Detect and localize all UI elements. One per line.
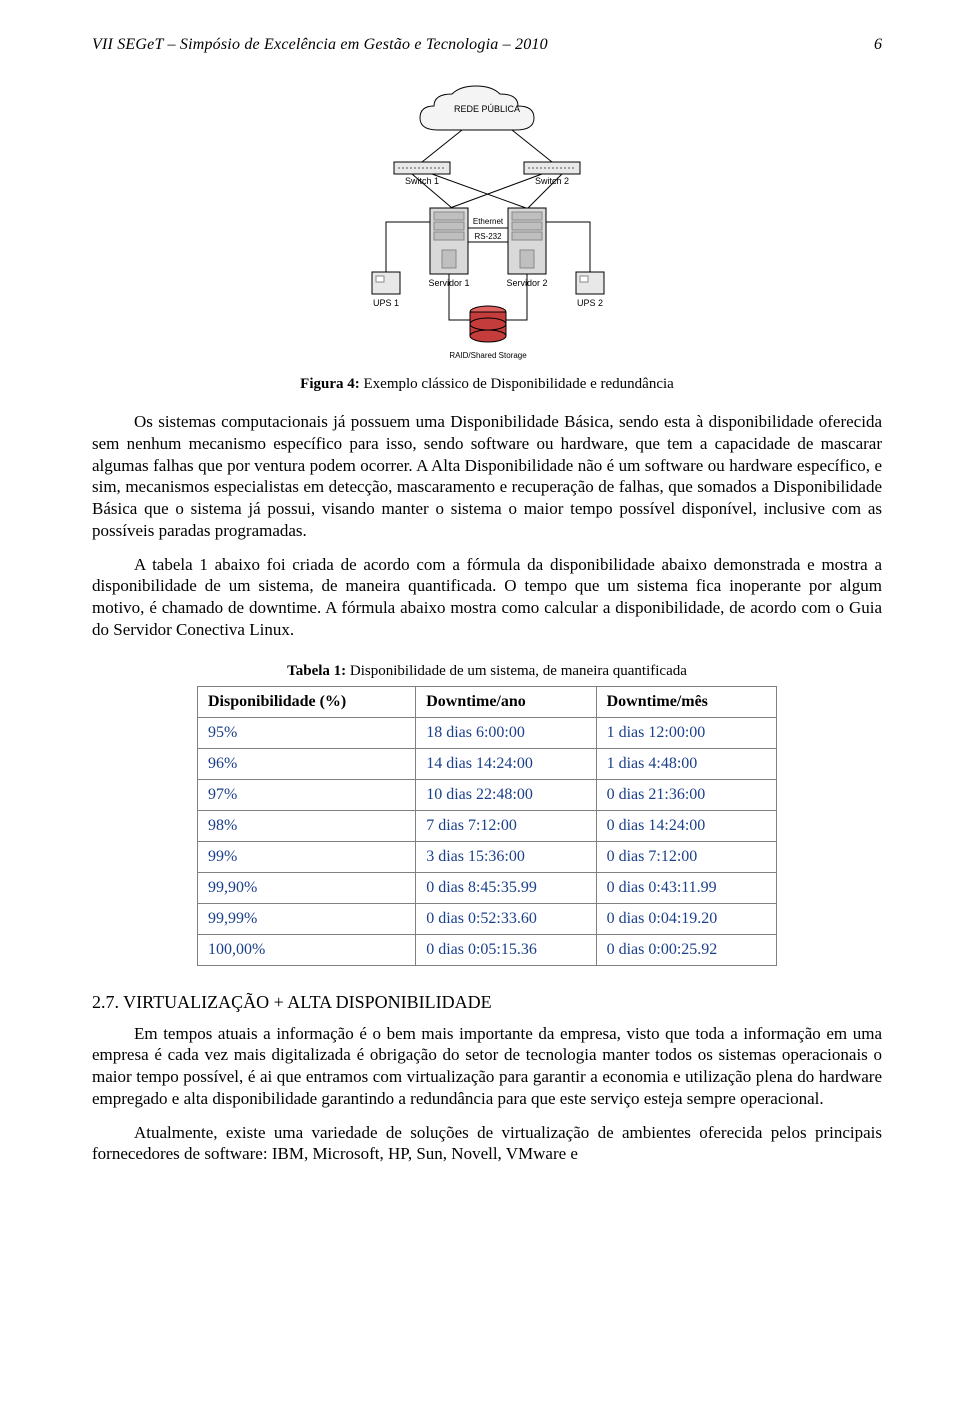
table-row: 95%18 dias 6:00:001 dias 12:00:00: [198, 717, 777, 748]
ups1-icon: UPS 1: [372, 272, 400, 308]
table-cell: 0 dias 14:24:00: [596, 810, 776, 841]
table-cell: 96%: [198, 748, 416, 779]
table-cell: 1 dias 4:48:00: [596, 748, 776, 779]
table-row: 97%10 dias 22:48:000 dias 21:36:00: [198, 779, 777, 810]
switch1-label: Switch 1: [405, 176, 439, 186]
table-header-cell: Downtime/ano: [416, 686, 596, 717]
table-header-cell: Disponibilidade (%): [198, 686, 416, 717]
table-cell: 7 dias 7:12:00: [416, 810, 596, 841]
paragraph-4: Atualmente, existe uma variedade de solu…: [92, 1122, 882, 1166]
table-row: 98%7 dias 7:12:000 dias 14:24:00: [198, 810, 777, 841]
cloud-label: REDE PÚBLICA: [454, 104, 520, 114]
table-cell: 0 dias 21:36:00: [596, 779, 776, 810]
table-cell: 100,00%: [198, 934, 416, 965]
ups1-label: UPS 1: [373, 298, 399, 308]
table-caption-text: Disponibilidade de um sistema, de maneir…: [346, 663, 687, 679]
table-cell: 0 dias 0:04:19.20: [596, 903, 776, 934]
figure-caption-text: Exemplo clássico de Disponibilidade e re…: [360, 376, 674, 392]
table-cell: 0 dias 0:43:11.99: [596, 872, 776, 903]
section-heading: 2.7. VIRTUALIZAÇÃO + ALTA DISPONIBILIDAD…: [92, 992, 882, 1013]
paragraph-1: Os sistemas computacionais já possuem um…: [92, 411, 882, 542]
table-cell: 1 dias 12:00:00: [596, 717, 776, 748]
table-row: 99%3 dias 15:36:000 dias 7:12:00: [198, 841, 777, 872]
storage-icon: RAID/Shared Storage: [449, 306, 527, 360]
cloud-icon: REDE PÚBLICA: [420, 86, 534, 130]
availability-table: Disponibilidade (%) Downtime/ano Downtim…: [197, 686, 777, 966]
table-row: 96%14 dias 14:24:001 dias 4:48:00: [198, 748, 777, 779]
table-header-row: Disponibilidade (%) Downtime/ano Downtim…: [198, 686, 777, 717]
ups2-label: UPS 2: [577, 298, 603, 308]
table-cell: 0 dias 0:52:33.60: [416, 903, 596, 934]
table-cell: 3 dias 15:36:00: [416, 841, 596, 872]
table-cell: 14 dias 14:24:00: [416, 748, 596, 779]
figure-caption: Figura 4: Exemplo clássico de Disponibil…: [92, 376, 882, 393]
table-cell: 0 dias 0:05:15.36: [416, 934, 596, 965]
table-row: 99,99%0 dias 0:52:33.600 dias 0:04:19.20: [198, 903, 777, 934]
paragraph-2: A tabela 1 abaixo foi criada de acordo c…: [92, 554, 882, 641]
table-row: 99,90%0 dias 8:45:35.990 dias 0:43:11.99: [198, 872, 777, 903]
table-cell: 97%: [198, 779, 416, 810]
running-head-page-number: 6: [874, 36, 882, 54]
table-cell: 99,99%: [198, 903, 416, 934]
table-cell: 99%: [198, 841, 416, 872]
storage-label: RAID/Shared Storage: [449, 351, 527, 360]
table-cell: 98%: [198, 810, 416, 841]
table-body: 95%18 dias 6:00:001 dias 12:00:0096%14 d…: [198, 717, 777, 965]
ups2-icon: UPS 2: [576, 272, 604, 308]
paragraph-3: Em tempos atuais a informação é o bem ma…: [92, 1023, 882, 1110]
table-cell: 99,90%: [198, 872, 416, 903]
ethernet-label: Ethernet: [473, 217, 504, 226]
table-cell: 18 dias 6:00:00: [416, 717, 596, 748]
table-row: 100,00%0 dias 0:05:15.360 dias 0:00:25.9…: [198, 934, 777, 965]
figure-diagram-wrap: REDE PÚBLICA Switch 1 Switch 2: [92, 72, 882, 368]
switch2-icon: Switch 2: [524, 162, 580, 186]
figure-caption-label: Figura 4:: [300, 376, 360, 392]
table-caption: Tabela 1: Disponibilidade de um sistema,…: [92, 663, 882, 680]
table-cell: 95%: [198, 717, 416, 748]
network-diagram: REDE PÚBLICA Switch 1 Switch 2: [302, 72, 672, 368]
running-head: VII SEGeT – Simpósio de Excelência em Ge…: [92, 36, 882, 54]
page: VII SEGeT – Simpósio de Excelência em Ge…: [0, 0, 960, 1217]
table-cell: 0 dias 7:12:00: [596, 841, 776, 872]
table-caption-label: Tabela 1:: [287, 663, 346, 679]
running-head-title: VII SEGeT – Simpósio de Excelência em Ge…: [92, 36, 548, 54]
table-cell: 10 dias 22:48:00: [416, 779, 596, 810]
rs232-label: RS-232: [474, 232, 502, 241]
table-cell: 0 dias 8:45:35.99: [416, 872, 596, 903]
table-cell: 0 dias 0:00:25.92: [596, 934, 776, 965]
table-header-cell: Downtime/mês: [596, 686, 776, 717]
